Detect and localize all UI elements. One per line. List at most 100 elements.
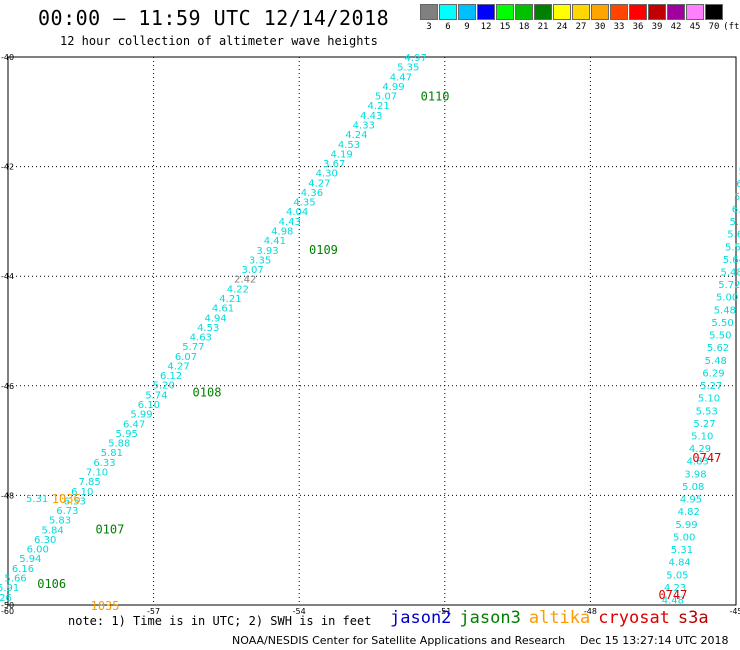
scale-swatch: [686, 4, 704, 20]
scale-swatch: [496, 4, 514, 20]
scale-label: 30: [594, 22, 606, 32]
wave-height-value: 5.27: [693, 419, 715, 430]
wave-height-value: 5.31: [729, 217, 740, 228]
wave-height-value: 5.62: [707, 343, 729, 354]
pass-time-label: 0108: [193, 385, 222, 399]
wave-height-value: 3.93: [256, 246, 278, 257]
wave-height-value: 5.00: [716, 293, 738, 304]
wave-height-value: 4.35: [293, 198, 315, 209]
wave-height-value: 4.21: [367, 101, 389, 112]
pass-time-label: 0747: [692, 451, 721, 465]
wave-height-value: 5.95: [116, 429, 138, 440]
wave-height-value: 5.31: [26, 494, 48, 505]
corner-tick-label: -60: [1, 607, 14, 616]
wave-height-value: 4.04: [286, 207, 308, 218]
wave-height-value: 4.98: [271, 227, 293, 238]
wave-height-value: 2.42: [234, 275, 256, 286]
scale-label: 9: [464, 22, 470, 32]
wave-height-value: 3.67: [323, 159, 345, 170]
wave-height-value: 4.23: [664, 583, 686, 594]
wave-height-value: 7.10: [86, 467, 108, 478]
wave-height-value: 5.10: [691, 432, 713, 443]
scale-swatch: [515, 4, 533, 20]
scale-label: 45: [689, 22, 701, 32]
pass-time-label: 1035: [91, 599, 120, 613]
lon-tick-label: -45: [729, 607, 740, 616]
scale-swatch: [477, 4, 495, 20]
wave-height-value: 5.20: [153, 381, 175, 392]
wave-height-value: 4.21: [219, 294, 241, 305]
scale-swatch: [572, 4, 590, 20]
wave-height-value: 5.27: [700, 381, 722, 392]
wave-height-value: 5.35: [397, 63, 419, 74]
wave-height-value: 6.26: [0, 593, 12, 604]
wave-height-value: 5.62: [727, 230, 740, 241]
scale-label: 42: [670, 22, 682, 32]
scale-swatch: [667, 4, 685, 20]
scale-swatch: [458, 4, 476, 20]
scale-swatch: [591, 4, 609, 20]
pass-time-label: 0107: [95, 522, 124, 536]
wave-height-value: 4.99: [382, 82, 404, 93]
lat-tick-label: -40: [1, 53, 14, 62]
scale-swatch: [420, 4, 438, 20]
wave-height-value: 4.30: [316, 169, 338, 180]
wave-height-value: 5.77: [182, 342, 204, 353]
wave-height-value: 5.66: [4, 574, 26, 585]
wave-height-value: 4.53: [197, 323, 219, 334]
scale-label: 18: [518, 22, 530, 32]
wave-height-value: 4.43: [279, 217, 301, 228]
wave-height-value: 5.48: [705, 356, 727, 367]
wave-height-value: 4.53: [338, 140, 360, 151]
wave-height-value: 5.40: [734, 192, 740, 203]
scale-label: 6: [445, 22, 451, 32]
scale-label: 3: [426, 22, 432, 32]
wave-height-value: 5.84: [41, 525, 63, 536]
scale-label: 39: [651, 22, 663, 32]
wave-height-value: 6.30: [34, 535, 56, 546]
lat-tick-label: -44: [1, 272, 14, 281]
wave-height-value: 5.08: [682, 482, 704, 493]
scale-swatch: [534, 4, 552, 20]
wave-height-value: 5.31: [671, 545, 693, 556]
wave-height-value: 4.84: [669, 558, 691, 569]
wave-height-value: 4.63: [190, 333, 212, 344]
pass-time-label: 0109: [309, 243, 338, 257]
scale-swatch: [629, 4, 647, 20]
wave-height-value: 4.97: [405, 53, 427, 64]
pass-time-label: 1036: [52, 492, 81, 506]
footnote: note: 1) Time is in UTC; 2) SWH is in fe…: [68, 614, 372, 628]
wave-height-value: 4.27: [308, 178, 330, 189]
lon-tick-label: -57: [147, 607, 160, 616]
wave-height-value: 5.50: [709, 331, 731, 342]
wave-height-value: 5.99: [675, 520, 697, 531]
legend-jason2: jason2: [390, 608, 452, 628]
wave-height-value: 7.85: [79, 477, 101, 488]
pass-time-label: 0110: [421, 89, 450, 103]
scale-label: 70: [708, 22, 720, 32]
lat-tick-label: -50: [1, 601, 14, 610]
scale-swatch: [648, 4, 666, 20]
wave-height-value: 5.74: [145, 390, 167, 401]
wave-height-value: 5.55: [725, 242, 740, 253]
lon-tick-label: -51: [438, 607, 451, 616]
scale-swatch: [610, 4, 628, 20]
wave-height-value: 3.98: [684, 469, 706, 480]
scale-swatch: [705, 4, 723, 20]
wave-height-value: 4.27: [167, 361, 189, 372]
legend-cryosat: cryosat: [598, 608, 670, 628]
wave-height-value: 6.10: [138, 400, 160, 411]
wave-height-value: 5.91: [0, 583, 19, 594]
scale-label: 27: [575, 22, 587, 32]
wave-height-value: 6.47: [123, 419, 145, 430]
wave-height-value: 4.47: [390, 72, 412, 83]
page-subtitle: 12 hour collection of altimeter wave hei…: [60, 34, 378, 48]
wave-height-value: 5.07: [375, 92, 397, 103]
wave-height-value: 4.36: [301, 188, 323, 199]
wave-height-value: 6.53: [64, 496, 86, 507]
scale-swatch: [439, 4, 457, 20]
wave-height-value: 5.94: [19, 554, 41, 565]
scale-unit-label: (ft): [723, 22, 740, 32]
wave-height-value: 6.29: [702, 368, 724, 379]
